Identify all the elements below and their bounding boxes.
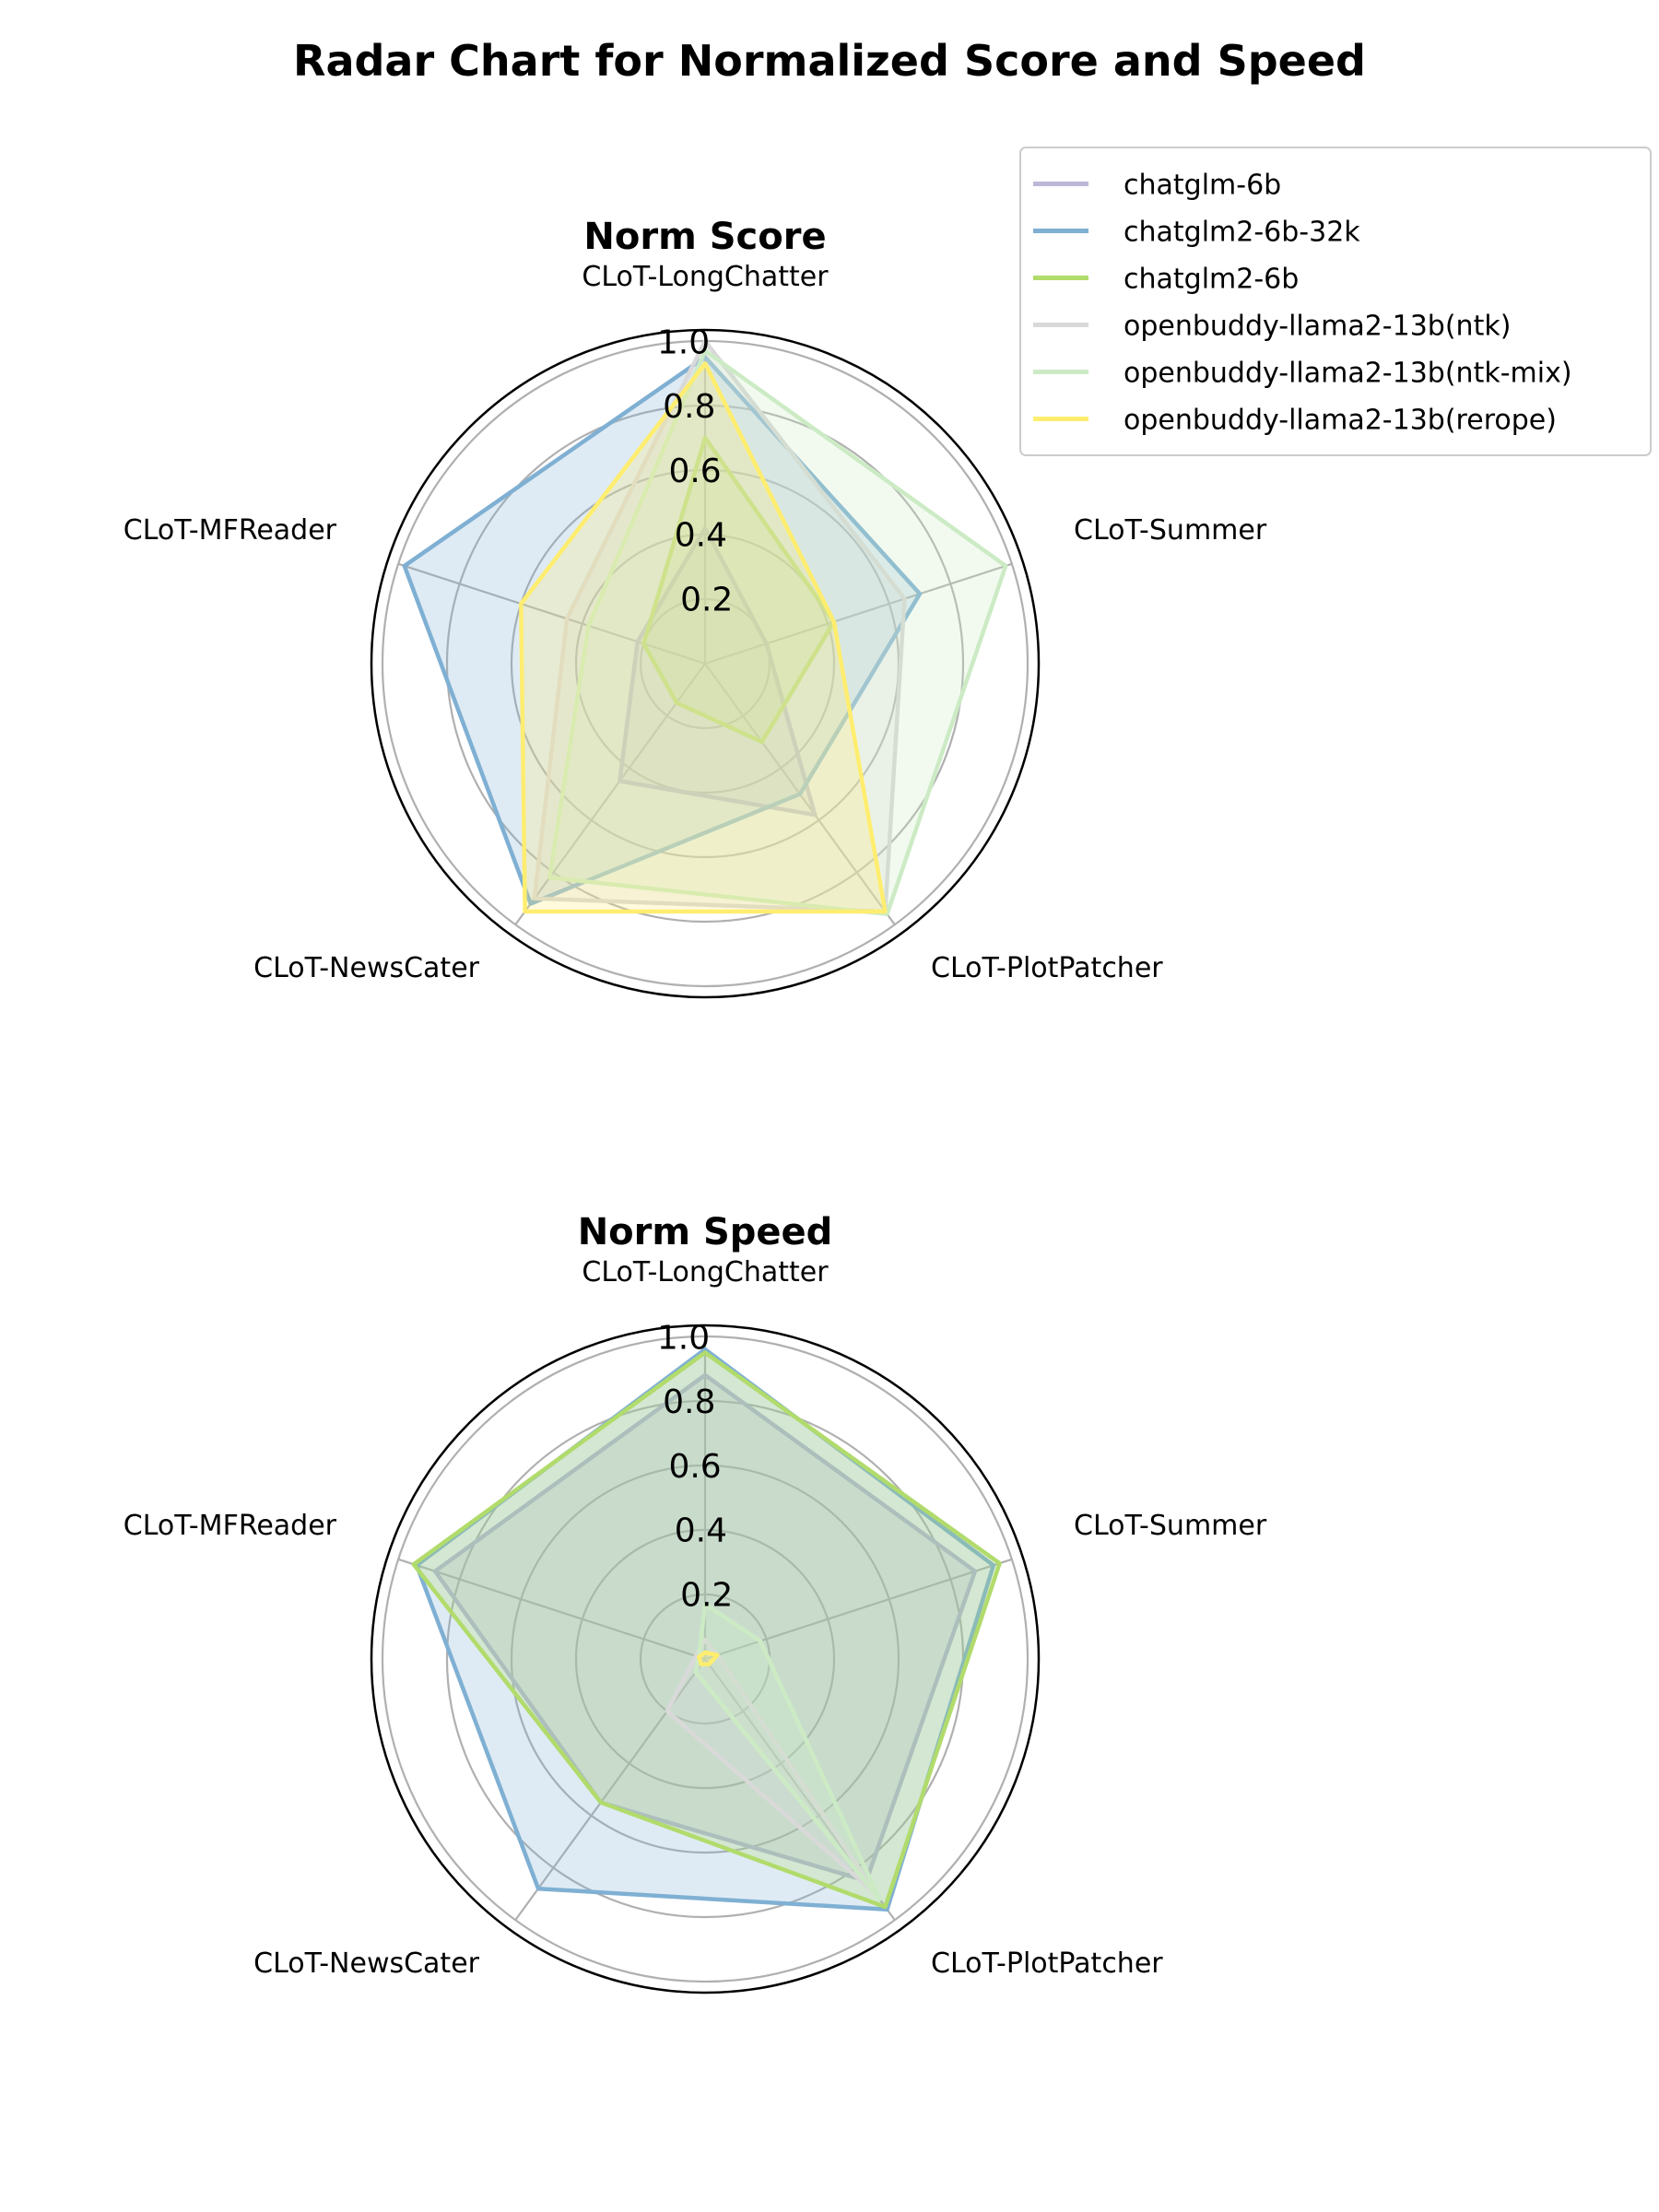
legend-label-chatglm-6b: chatglm-6b	[1124, 170, 1281, 202]
axis-label-clot-summer: CLoT-Summer	[1074, 514, 1267, 547]
radial-tick-label: 1.0	[657, 1319, 710, 1357]
legend-label-openbuddy-llama2-13b-ntk: openbuddy-llama2-13b(ntk)	[1124, 311, 1511, 343]
axis-label-clot-newscater: CLoT-NewsCater	[253, 952, 480, 984]
series-line-chatglm2-6b	[411, 1350, 1002, 1910]
radial-tick-label: 0.2	[680, 1576, 733, 1614]
legend-label-openbuddy-llama2-13b-rerope: openbuddy-llama2-13b(rerope)	[1124, 405, 1557, 437]
figure-title: Radar Chart for Normalized Score and Spe…	[293, 36, 1366, 86]
series-fill-openbuddy-llama2-13b-rerope	[521, 363, 886, 912]
legend-label-openbuddy-llama2-13b-ntk-mix: openbuddy-llama2-13b(ntk-mix)	[1124, 358, 1572, 390]
radial-tick-label: 0.8	[663, 388, 715, 426]
series-fill-chatglm-6b	[435, 1375, 975, 1881]
series-fill-openbuddy-llama2-13b-ntk-mix	[549, 350, 1006, 914]
grid-spoke	[704, 1558, 1013, 1661]
legend-label-chatglm2-6b-32k: chatglm2-6b-32k	[1124, 217, 1360, 249]
axis-label-clot-longchatter: CLoT-LongChatter	[582, 1256, 829, 1288]
series-line-openbuddy-llama2-13b-ntk	[532, 338, 907, 914]
series-line-openbuddy-llama2-13b-ntk-mix	[693, 1602, 882, 1901]
axis-label-clot-plotpatcher: CLoT-PlotPatcher	[931, 1947, 1163, 1980]
legend-label-chatglm2-6b: chatglm2-6b	[1124, 264, 1299, 296]
axis-label-clot-summer: CLoT-Summer	[1074, 1510, 1267, 1542]
polar-frame	[370, 328, 1041, 999]
axis-label-clot-longchatter: CLoT-LongChatter	[582, 261, 829, 293]
series-line-openbuddy-llama2-13b-rerope	[697, 1650, 720, 1666]
axis-label-clot-mfreader: CLoT-MFReader	[124, 1510, 337, 1542]
series-line-chatglm-6b	[432, 1372, 978, 1883]
series-line-chatglm2-6b	[641, 435, 837, 745]
series-fill-chatglm-6b	[619, 528, 816, 816]
radial-tick-label: 0.8	[663, 1383, 715, 1421]
radial-tick-label: 0.4	[675, 517, 727, 555]
series-line-openbuddy-llama2-13b-rerope	[519, 361, 888, 914]
radial-tick-label: 0.4	[675, 1512, 727, 1550]
axis-label-clot-plotpatcher: CLoT-PlotPatcher	[931, 952, 1163, 984]
radial-tick-label: 1.0	[657, 324, 710, 361]
grid-spoke	[397, 1558, 706, 1661]
series-fill-openbuddy-llama2-13b-ntk	[534, 341, 905, 912]
grid-spoke	[397, 562, 706, 665]
panel-title: Norm Score	[583, 216, 826, 258]
panel-title: Norm Speed	[578, 1211, 833, 1253]
series-fill-chatglm2-6b-32k	[417, 1349, 994, 1910]
grid-spoke	[704, 562, 1013, 665]
series-fill-openbuddy-llama2-13b-ntk-mix	[695, 1604, 880, 1900]
norm-speed-radar: Norm Speed 0.2 0.4 0.6 0.8 1.0 CLoT-LongChatte…	[124, 1211, 1267, 1994]
radial-tick-label: 0.2	[680, 581, 733, 618]
polar-frame	[370, 1324, 1041, 1994]
radial-tick-label: 0.6	[668, 453, 721, 490]
series-line-openbuddy-llama2-13b-ntk-mix	[547, 348, 1008, 917]
legend-box	[1019, 147, 1652, 456]
axis-label-clot-mfreader: CLoT-MFReader	[124, 514, 337, 547]
series-fill-chatglm2-6b-32k	[404, 357, 920, 904]
series-line-chatglm2-6b-32k	[402, 355, 923, 906]
series-fill-chatglm2-6b	[413, 1352, 1000, 1907]
legend: chatglm-6b chatglm2-6b-32k chatglm2-6b open…	[1019, 147, 1652, 456]
grid-spoke	[514, 663, 706, 925]
series-fill-chatglm2-6b	[643, 438, 834, 742]
norm-score-radar: Norm Score 0.2 0.4 0.6 0.8 1.0 CLoT-LongChatte…	[124, 216, 1267, 999]
radial-tick-label: 0.6	[668, 1448, 721, 1486]
axis-label-clot-newscater: CLoT-NewsCater	[253, 1947, 480, 1980]
